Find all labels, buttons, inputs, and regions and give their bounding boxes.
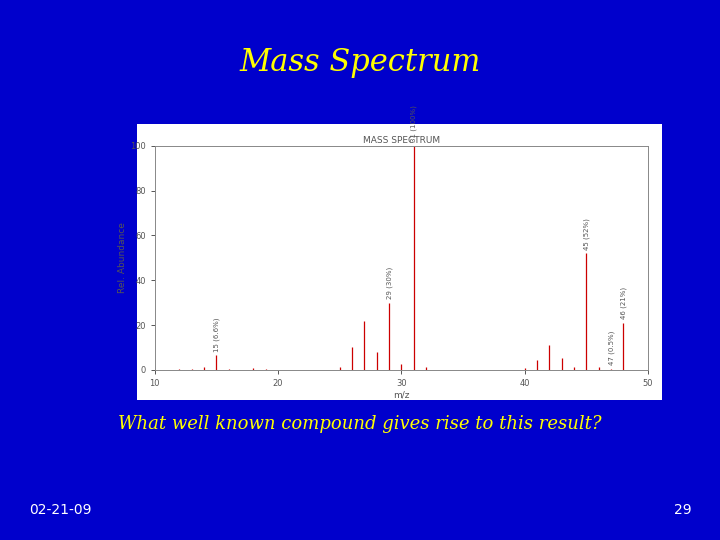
Text: 45 (52%): 45 (52%)	[583, 218, 590, 250]
Title: MASS SPECTRUM: MASS SPECTRUM	[363, 136, 440, 145]
Text: 02-21-09: 02-21-09	[29, 503, 91, 517]
Text: 29 (30%): 29 (30%)	[386, 267, 393, 299]
Text: Mass Spectrum: Mass Spectrum	[239, 46, 481, 78]
Text: 31 (100%): 31 (100%)	[411, 105, 418, 143]
Text: 46 (21%): 46 (21%)	[621, 287, 627, 320]
Text: 47 (0.5%): 47 (0.5%)	[608, 331, 615, 366]
Text: 29: 29	[674, 503, 691, 517]
X-axis label: m/z: m/z	[393, 391, 410, 400]
Text: What well known compound gives rise to this result?: What well known compound gives rise to t…	[118, 415, 602, 433]
Y-axis label: Rel. Abundance: Rel. Abundance	[118, 222, 127, 293]
Text: 15 (6.6%): 15 (6.6%)	[214, 317, 220, 352]
